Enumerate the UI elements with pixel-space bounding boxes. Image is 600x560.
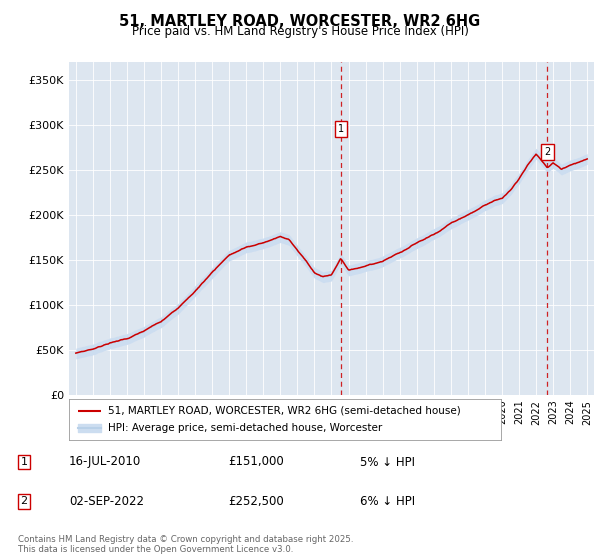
Text: 16-JUL-2010: 16-JUL-2010 bbox=[69, 455, 141, 469]
Text: £151,000: £151,000 bbox=[228, 455, 284, 469]
Text: Contains HM Land Registry data © Crown copyright and database right 2025.
This d: Contains HM Land Registry data © Crown c… bbox=[18, 535, 353, 554]
Text: Price paid vs. HM Land Registry's House Price Index (HPI): Price paid vs. HM Land Registry's House … bbox=[131, 25, 469, 38]
Text: HPI: Average price, semi-detached house, Worcester: HPI: Average price, semi-detached house,… bbox=[108, 423, 382, 433]
Text: £252,500: £252,500 bbox=[228, 494, 284, 508]
Text: 51, MARTLEY ROAD, WORCESTER, WR2 6HG (semi-detached house): 51, MARTLEY ROAD, WORCESTER, WR2 6HG (se… bbox=[108, 405, 461, 416]
Text: 1: 1 bbox=[338, 124, 344, 134]
Text: 6% ↓ HPI: 6% ↓ HPI bbox=[360, 494, 415, 508]
Text: 1: 1 bbox=[20, 457, 28, 467]
Text: 2: 2 bbox=[544, 147, 551, 157]
Text: 2: 2 bbox=[20, 496, 28, 506]
Text: 5% ↓ HPI: 5% ↓ HPI bbox=[360, 455, 415, 469]
Text: 02-SEP-2022: 02-SEP-2022 bbox=[69, 494, 144, 508]
Text: 51, MARTLEY ROAD, WORCESTER, WR2 6HG: 51, MARTLEY ROAD, WORCESTER, WR2 6HG bbox=[119, 14, 481, 29]
